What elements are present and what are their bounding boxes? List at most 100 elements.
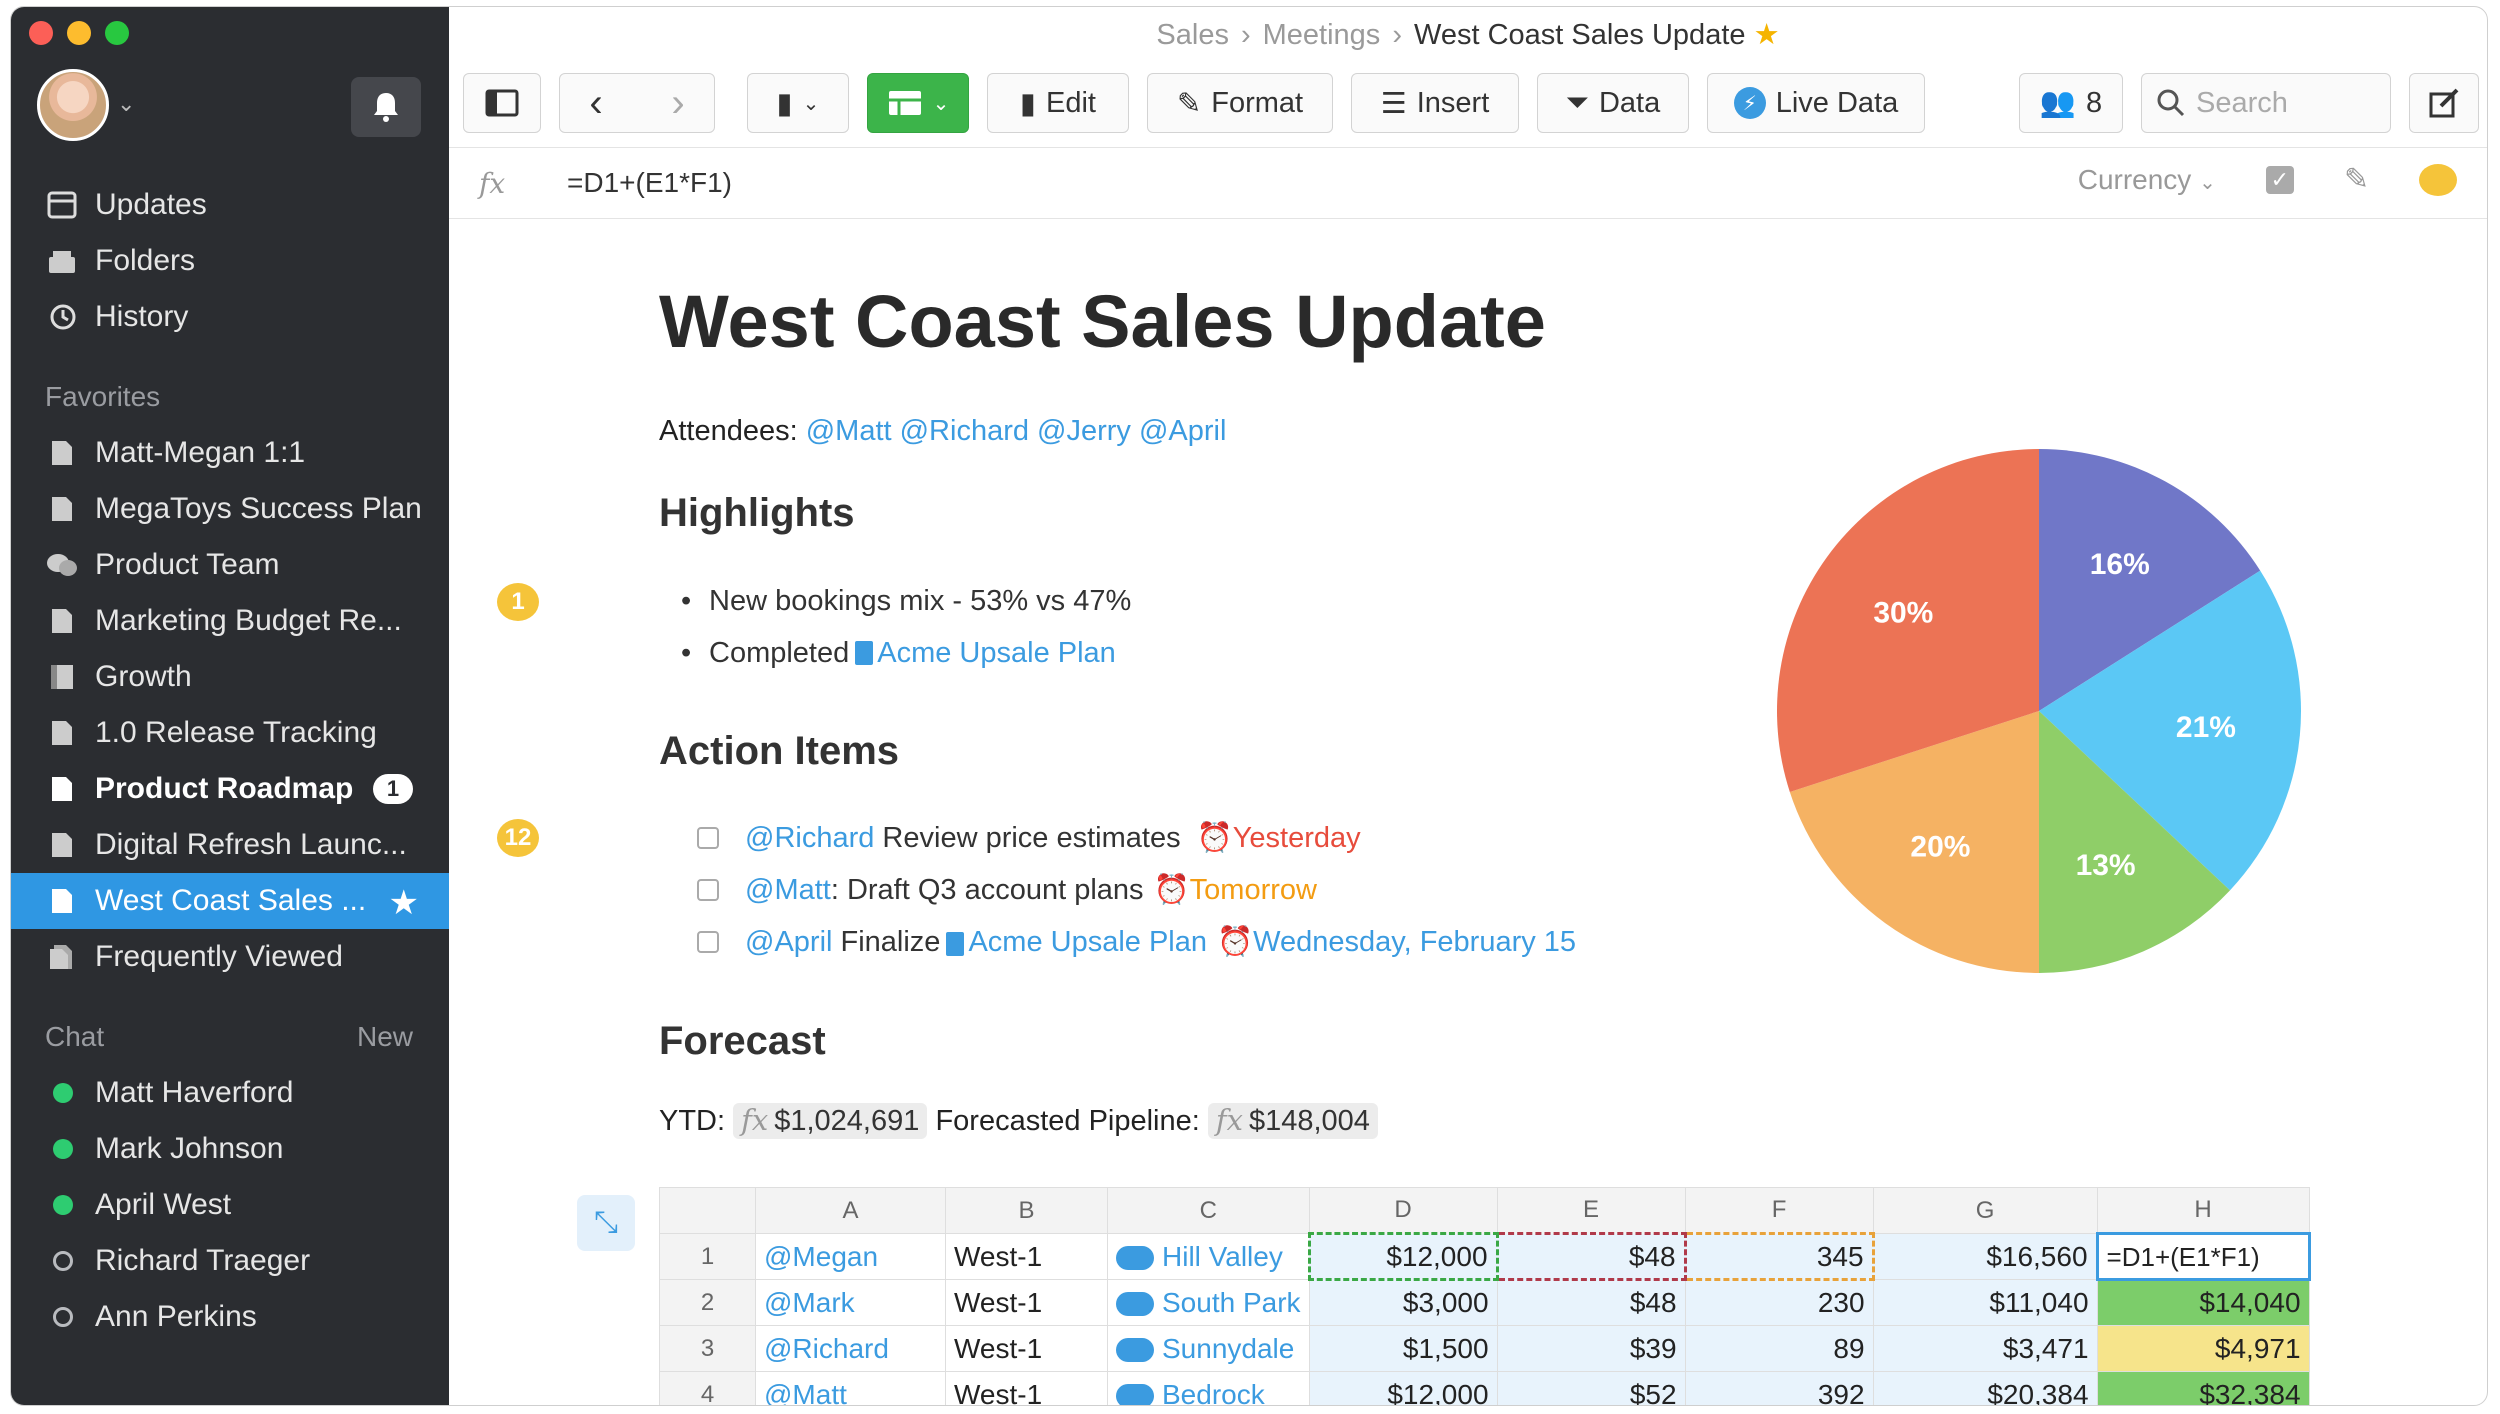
table-cell[interactable]: $14,040	[2096, 1279, 2310, 1326]
format-painter-icon[interactable]: ✎	[2343, 163, 2369, 196]
star-icon[interactable]: ★	[388, 884, 419, 922]
sidebar-item-updates[interactable]: Updates	[11, 177, 449, 233]
table-cell[interactable]: @Richard	[755, 1325, 946, 1372]
pipeline-formula-value[interactable]: fx $148,004	[1207, 1103, 1378, 1139]
sidebar-item-favorite[interactable]: Growth	[11, 649, 449, 705]
column-header[interactable]: E	[1496, 1187, 1686, 1234]
table-cell[interactable]: $3,000	[1308, 1279, 1498, 1326]
table-cell[interactable]: South Park	[1107, 1279, 1310, 1326]
spreadsheet-table[interactable]: A B C D E F G H 1 @Megan West-1 Hill Val…	[659, 1187, 2311, 1405]
pie-slice[interactable]	[2039, 570, 2301, 891]
expand-table-button[interactable]: ⤡	[577, 1195, 635, 1251]
table-cell[interactable]: $4,971	[2096, 1325, 2310, 1372]
row-number[interactable]: 2	[659, 1279, 756, 1326]
pie-chart[interactable]: 16% 21% 13% 20% 30%	[1769, 441, 2309, 981]
table-cell[interactable]: $39	[1496, 1325, 1686, 1372]
mention[interactable]: @April	[745, 925, 833, 958]
attendee-mentions[interactable]: @Matt @Richard @Jerry @April	[805, 415, 1227, 447]
table-cell[interactable]: $1,500	[1308, 1325, 1498, 1372]
chevron-down-icon[interactable]: ⌄	[117, 91, 136, 116]
row-number[interactable]: 3	[659, 1325, 756, 1372]
notifications-button[interactable]	[351, 77, 421, 137]
breadcrumb-meetings[interactable]: Meetings	[1262, 19, 1381, 51]
document-menu-button[interactable]: ▮ ⌄	[747, 73, 849, 133]
edit-button[interactable]: ▮ Edit	[987, 73, 1129, 133]
live-data-button[interactable]: ⚡ Live Data	[1707, 73, 1925, 133]
table-cell[interactable]: 345	[1683, 1232, 1875, 1281]
column-header[interactable]: H	[2096, 1187, 2310, 1234]
table-cell[interactable]: West-1	[945, 1325, 1108, 1372]
table-cell[interactable]: West-1	[945, 1371, 1108, 1405]
number-format-select[interactable]: Currency ⌄	[2078, 164, 2216, 196]
sidebar-item-favorite[interactable]: Product Team	[11, 537, 449, 593]
format-button[interactable]: ✎ Format	[1147, 73, 1333, 133]
row-number[interactable]: 4	[659, 1371, 756, 1405]
column-header[interactable]: B	[945, 1187, 1108, 1234]
chat-contact[interactable]: April West	[11, 1177, 449, 1233]
avatar[interactable]	[37, 69, 109, 141]
compose-button[interactable]	[2409, 73, 2479, 133]
due-date[interactable]: ⏰Wednesday, February 15	[1217, 925, 1576, 959]
sidebar-item-favorite[interactable]: Frequently Viewed	[11, 929, 449, 985]
maximize-window-button[interactable]	[105, 21, 129, 45]
column-header[interactable]: G	[1872, 1187, 2098, 1234]
insert-button[interactable]: ☰ Insert	[1351, 73, 1519, 133]
task-checkbox[interactable]	[697, 931, 719, 953]
column-header[interactable]: C	[1107, 1187, 1310, 1234]
table-cell[interactable]: $3,471	[1872, 1325, 2098, 1372]
breadcrumb-sales[interactable]: Sales	[1156, 19, 1229, 51]
sidebar-item-history[interactable]: History	[11, 289, 449, 345]
document-link[interactable]: Acme Upsale Plan	[877, 637, 1116, 669]
chat-contact[interactable]: Mark Johnson	[11, 1121, 449, 1177]
chat-contact[interactable]: Ann Perkins	[11, 1289, 449, 1345]
minimize-window-button[interactable]	[67, 21, 91, 45]
star-icon[interactable]: ★	[1753, 19, 1780, 51]
table-cell[interactable]: $12,000	[1307, 1232, 1499, 1281]
search-input[interactable]: Search	[2141, 73, 2391, 133]
table-cell[interactable]: Bedrock	[1107, 1371, 1310, 1405]
chat-contact[interactable]: Richard Traeger	[11, 1233, 449, 1289]
table-cell[interactable]: 230	[1684, 1279, 1874, 1326]
chat-contact[interactable]: Matt Haverford	[11, 1065, 449, 1121]
sidebar-item-favorite[interactable]: 1.0 Release Tracking	[11, 705, 449, 761]
mention[interactable]: @Matt	[745, 873, 831, 906]
sidebar-item-favorite[interactable]: Matt-Megan 1:1	[11, 425, 449, 481]
table-cell-editing[interactable]: =D1+(E1*F1)	[2095, 1232, 2311, 1281]
table-cell[interactable]: West-1	[945, 1233, 1108, 1280]
table-cell[interactable]: $52	[1496, 1371, 1686, 1405]
pie-slice[interactable]	[2039, 711, 2230, 973]
forward-button[interactable]: ›	[671, 80, 685, 125]
close-window-button[interactable]	[29, 21, 53, 45]
members-button[interactable]: 👥 8	[2019, 73, 2123, 133]
sidebar-item-favorite[interactable]: Product Roadmap 1	[11, 761, 449, 817]
table-cell[interactable]: $32,384	[2096, 1371, 2310, 1405]
sidebar-item-favorite-active[interactable]: West Coast Sales ... ★	[11, 873, 449, 929]
table-cell[interactable]: @Matt	[755, 1371, 946, 1405]
comment-count-badge[interactable]: 12	[497, 819, 539, 857]
column-header[interactable]: F	[1684, 1187, 1874, 1234]
column-header[interactable]: D	[1308, 1187, 1498, 1234]
table-cell[interactable]: $16,560	[1872, 1233, 2098, 1280]
table-cell[interactable]: $48	[1495, 1232, 1687, 1281]
toggle-sidebar-button[interactable]	[463, 73, 541, 133]
due-date[interactable]: ⏰Yesterday	[1197, 821, 1361, 855]
pie-slice[interactable]	[1789, 711, 2039, 973]
task-checkbox[interactable]	[697, 827, 719, 849]
table-cell[interactable]: Hill Valley	[1107, 1233, 1310, 1280]
due-date[interactable]: ⏰Tomorrow	[1154, 873, 1317, 907]
corner-header[interactable]	[659, 1187, 756, 1234]
pie-slice[interactable]	[2039, 449, 2261, 711]
document-link[interactable]: Acme Upsale Plan	[968, 925, 1208, 958]
table-cell[interactable]: 392	[1684, 1371, 1874, 1405]
new-chat-button[interactable]: New	[356, 1021, 413, 1052]
document-title[interactable]: West Coast Sales Update	[659, 280, 1546, 363]
mention[interactable]: @Richard	[745, 821, 875, 854]
checkbox-format-icon[interactable]: ✓	[2265, 165, 2294, 194]
table-cell[interactable]: $11,040	[1872, 1279, 2098, 1326]
table-cell[interactable]: $48	[1496, 1279, 1686, 1326]
formula-input[interactable]: =D1+(E1*F1)	[567, 167, 732, 198]
column-header[interactable]: A	[755, 1187, 946, 1234]
table-cell[interactable]: @Megan	[755, 1233, 946, 1280]
table-cell[interactable]: West-1	[945, 1279, 1108, 1326]
table-cell[interactable]: @Mark	[755, 1279, 946, 1326]
